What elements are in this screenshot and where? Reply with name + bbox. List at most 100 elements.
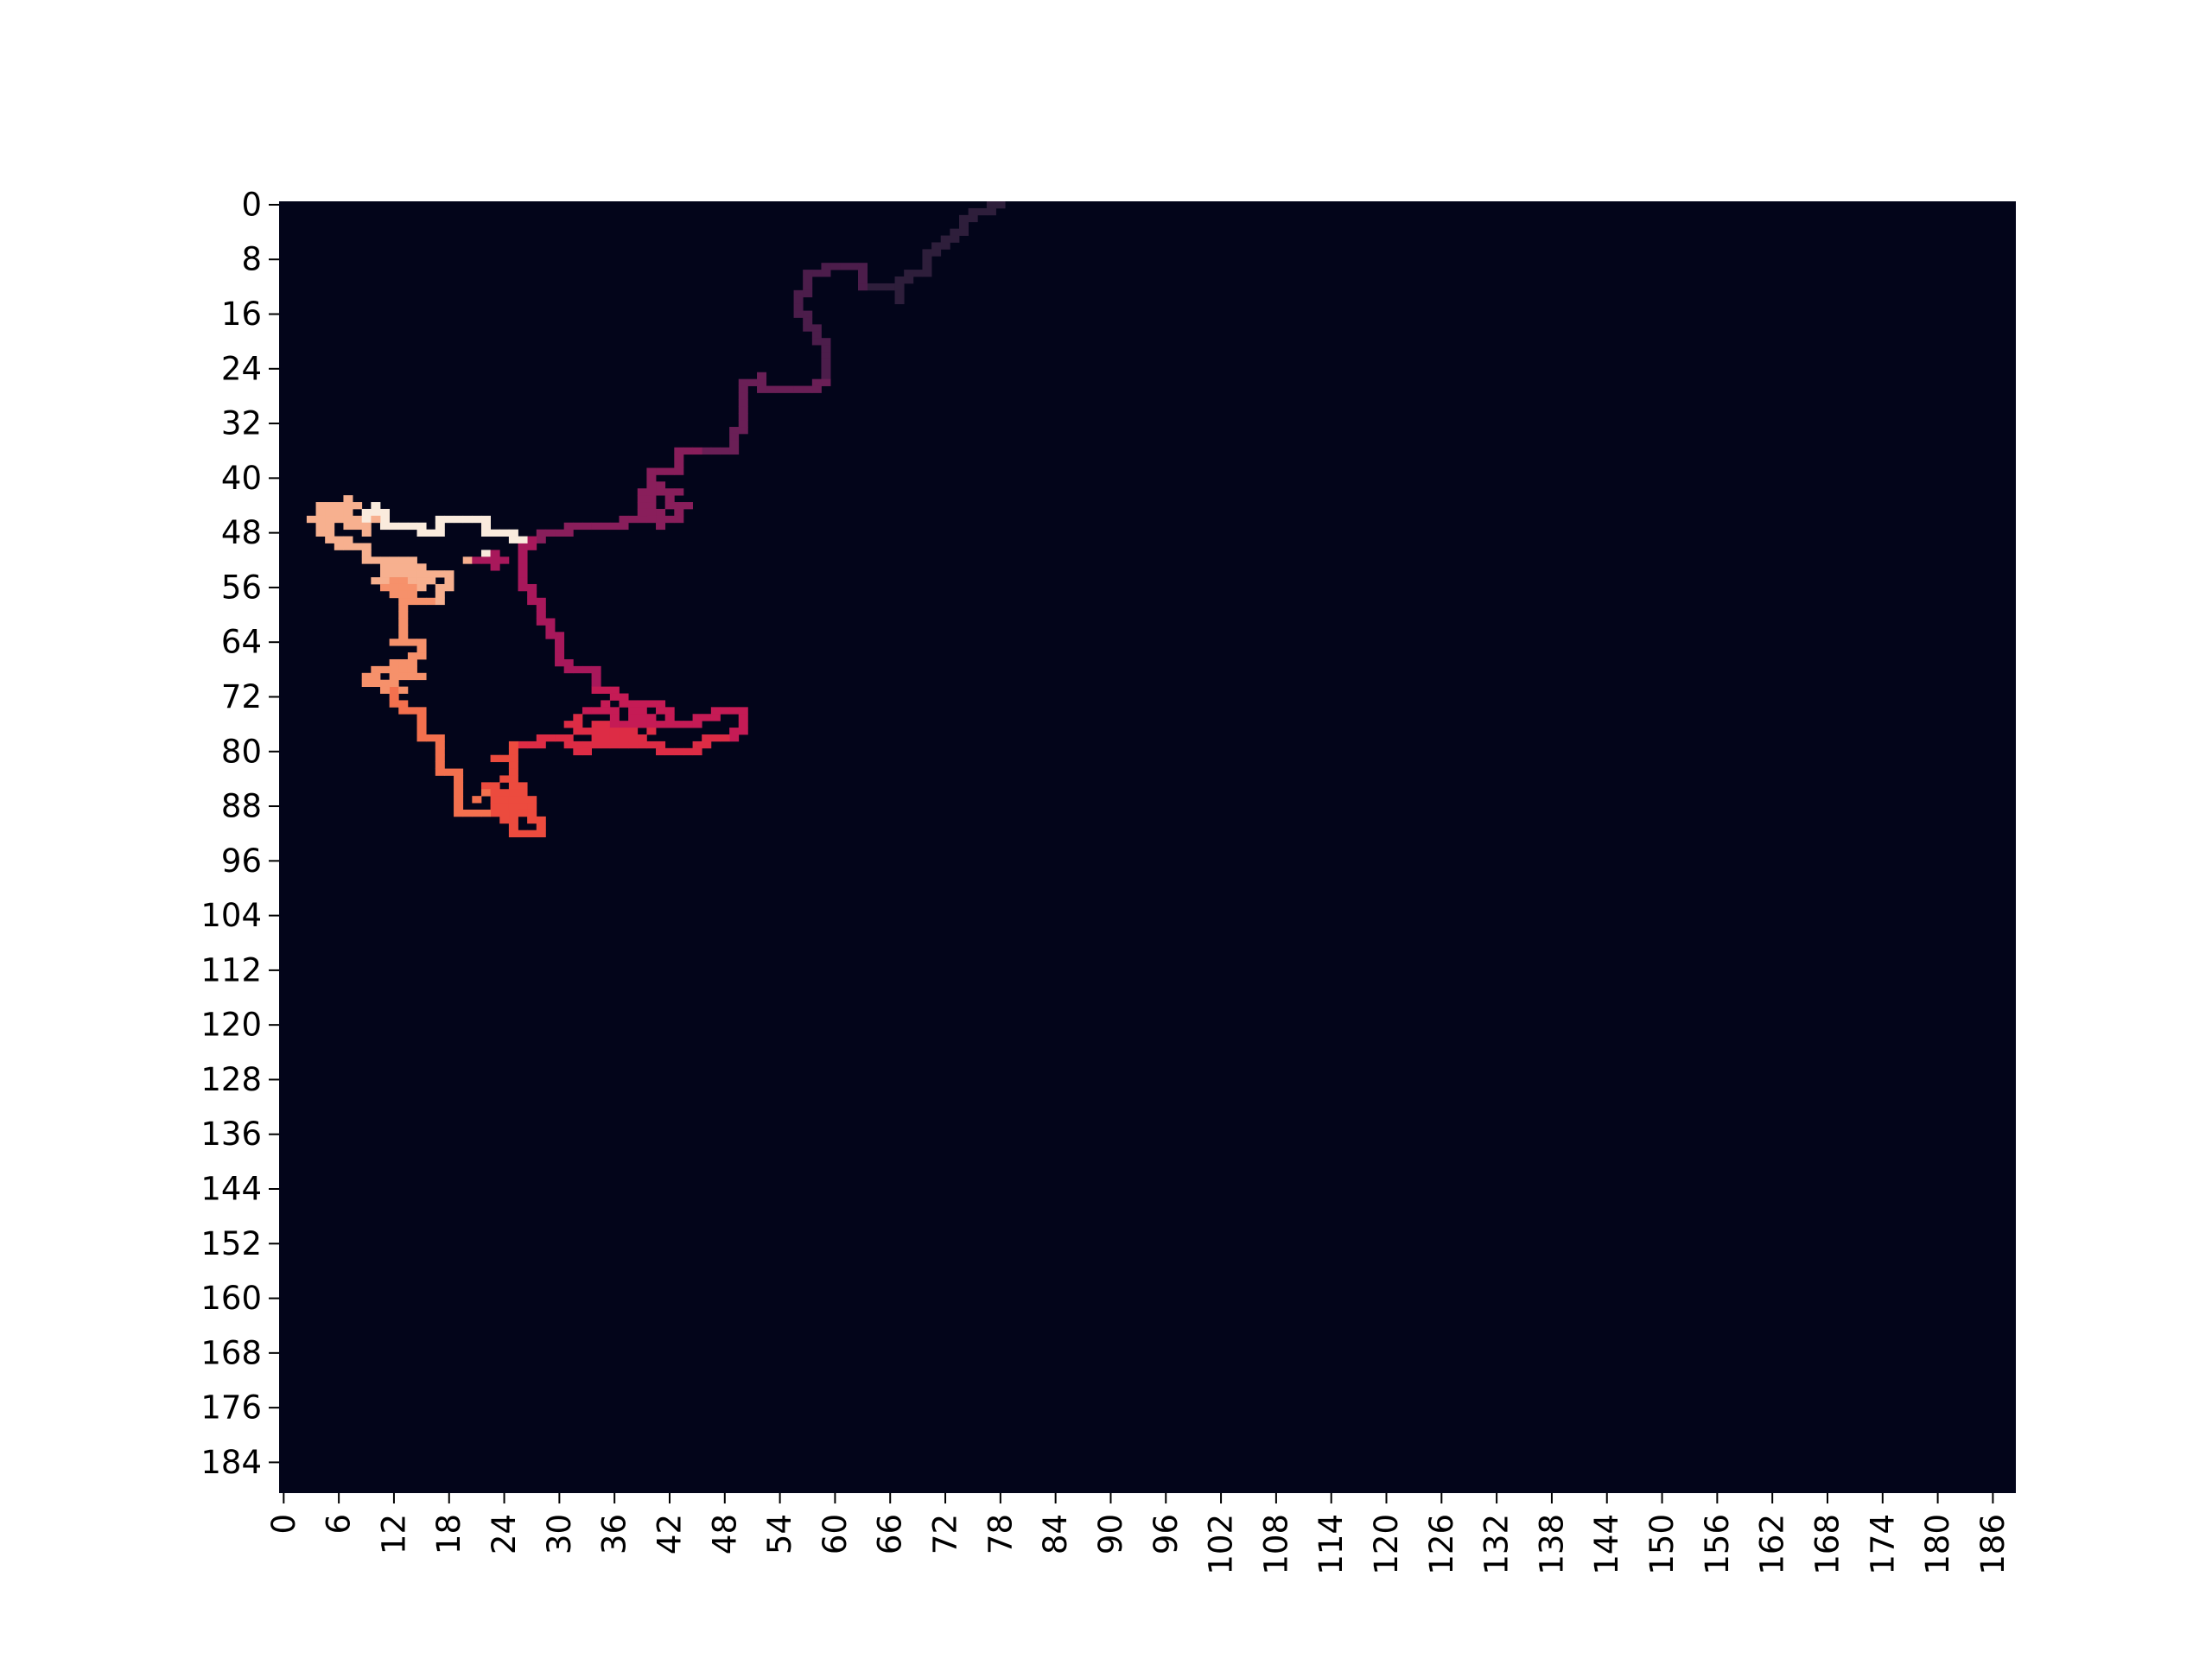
y-tick-label: 0 [241,186,262,223]
heatmap-cell [821,372,831,380]
heatmap-cell [656,747,666,756]
heatmap-cell [582,665,592,674]
heatmap-cell [674,515,684,524]
heatmap-cell [545,618,556,626]
heatmap-cell [325,515,335,524]
heatmap-cell [407,583,417,592]
heatmap-cell [674,747,684,756]
heatmap-cell [656,707,666,715]
heatmap-cell [536,823,546,831]
heatmap-cell [591,707,601,715]
heatmap-cell [821,270,831,277]
heatmap-cell [950,228,960,236]
heatmap-cell [435,515,445,524]
heatmap-cell [379,508,391,517]
x-tick-label: 0 [265,1514,302,1535]
heatmap-cell [527,741,537,749]
y-tick-label: 72 [221,678,262,715]
heatmap-cell [536,734,546,742]
heatmap-cell [480,515,491,524]
heatmap-cell [563,665,574,674]
heatmap-cell [398,563,409,571]
heatmap-cell [490,563,500,571]
heatmap-cell [435,734,445,742]
heatmap-cell [508,775,518,783]
heatmap-cell [931,249,942,257]
heatmap-cell [609,522,620,531]
heatmap-cell [398,556,409,564]
heatmap-cell [646,467,657,475]
heatmap-cell [646,488,657,496]
heatmap-cell [609,741,620,749]
heatmap-cell [656,721,666,728]
heatmap-cell [692,721,702,728]
heatmap-cell [702,734,712,742]
heatmap-cell [683,721,693,728]
heatmap-cell [527,543,537,550]
heatmap-cell [407,522,417,531]
heatmap-cell [454,803,464,810]
heatmap-cell [343,515,353,524]
heatmap-cell [646,508,657,517]
heatmap-cell [609,707,620,715]
heatmap-cell [508,782,518,790]
heatmap-cell [545,529,556,537]
heatmap-cell [398,570,409,578]
heatmap-cell [536,597,546,606]
y-tick-label: 64 [221,624,262,661]
x-tick-label: 18 [430,1514,467,1554]
heatmap-cell [379,665,391,674]
heatmap-cell [664,488,675,496]
heatmap-cell [830,263,841,270]
heatmap-cell [480,809,491,817]
heatmap-cell [628,721,639,728]
heatmap-cell [416,577,427,585]
heatmap-cell [609,721,620,728]
heatmap-cell [454,775,464,783]
heatmap-cell [398,707,409,715]
heatmap-cell [426,597,436,606]
heatmap-cell [821,263,831,270]
x-tick-label: 72 [927,1514,964,1554]
heatmap-cell [803,310,813,318]
heatmap-cell [601,686,611,694]
heatmap-cell [536,741,546,749]
heatmap-cell [334,543,344,550]
heatmap-cell [426,529,436,537]
heatmap-cell [710,734,721,742]
heatmap-cell [573,665,583,674]
heatmap-cell [343,495,353,503]
heatmap-cell [361,508,372,517]
heatmap-cell [637,721,647,728]
heatmap-cell [518,583,528,592]
heatmap-cell [527,803,537,810]
heatmap-cell [508,816,518,824]
heatmap-cell [426,570,436,578]
heatmap-cell [563,734,574,742]
heatmap-cell [407,597,417,606]
heatmap-cell [904,276,914,284]
heatmap-cell [591,672,601,681]
heatmap-cell [738,728,748,735]
heatmap-cell [480,782,491,790]
heatmap-cell [353,543,363,550]
heatmap-cell [849,263,859,270]
heatmap-cell [435,522,445,531]
heatmap-cell [472,515,482,524]
heatmap-cell [656,741,666,749]
heatmap-cell [379,577,391,585]
heatmap-cell [573,714,583,721]
heatmap-cell [389,700,399,708]
y-tick-label: 184 [200,1444,262,1481]
heatmap-cell [858,283,868,291]
heatmap-cell [958,228,969,236]
heatmap-cell [811,338,822,346]
heatmap-cell [527,536,537,543]
heatmap-cell [637,741,647,749]
heatmap-cell [894,296,905,305]
heatmap-cell [738,385,748,393]
heatmap-cell [389,679,399,688]
y-tick-label: 16 [221,296,262,333]
x-tick-label: 120 [1368,1514,1405,1575]
heatmap-cell [628,700,639,708]
